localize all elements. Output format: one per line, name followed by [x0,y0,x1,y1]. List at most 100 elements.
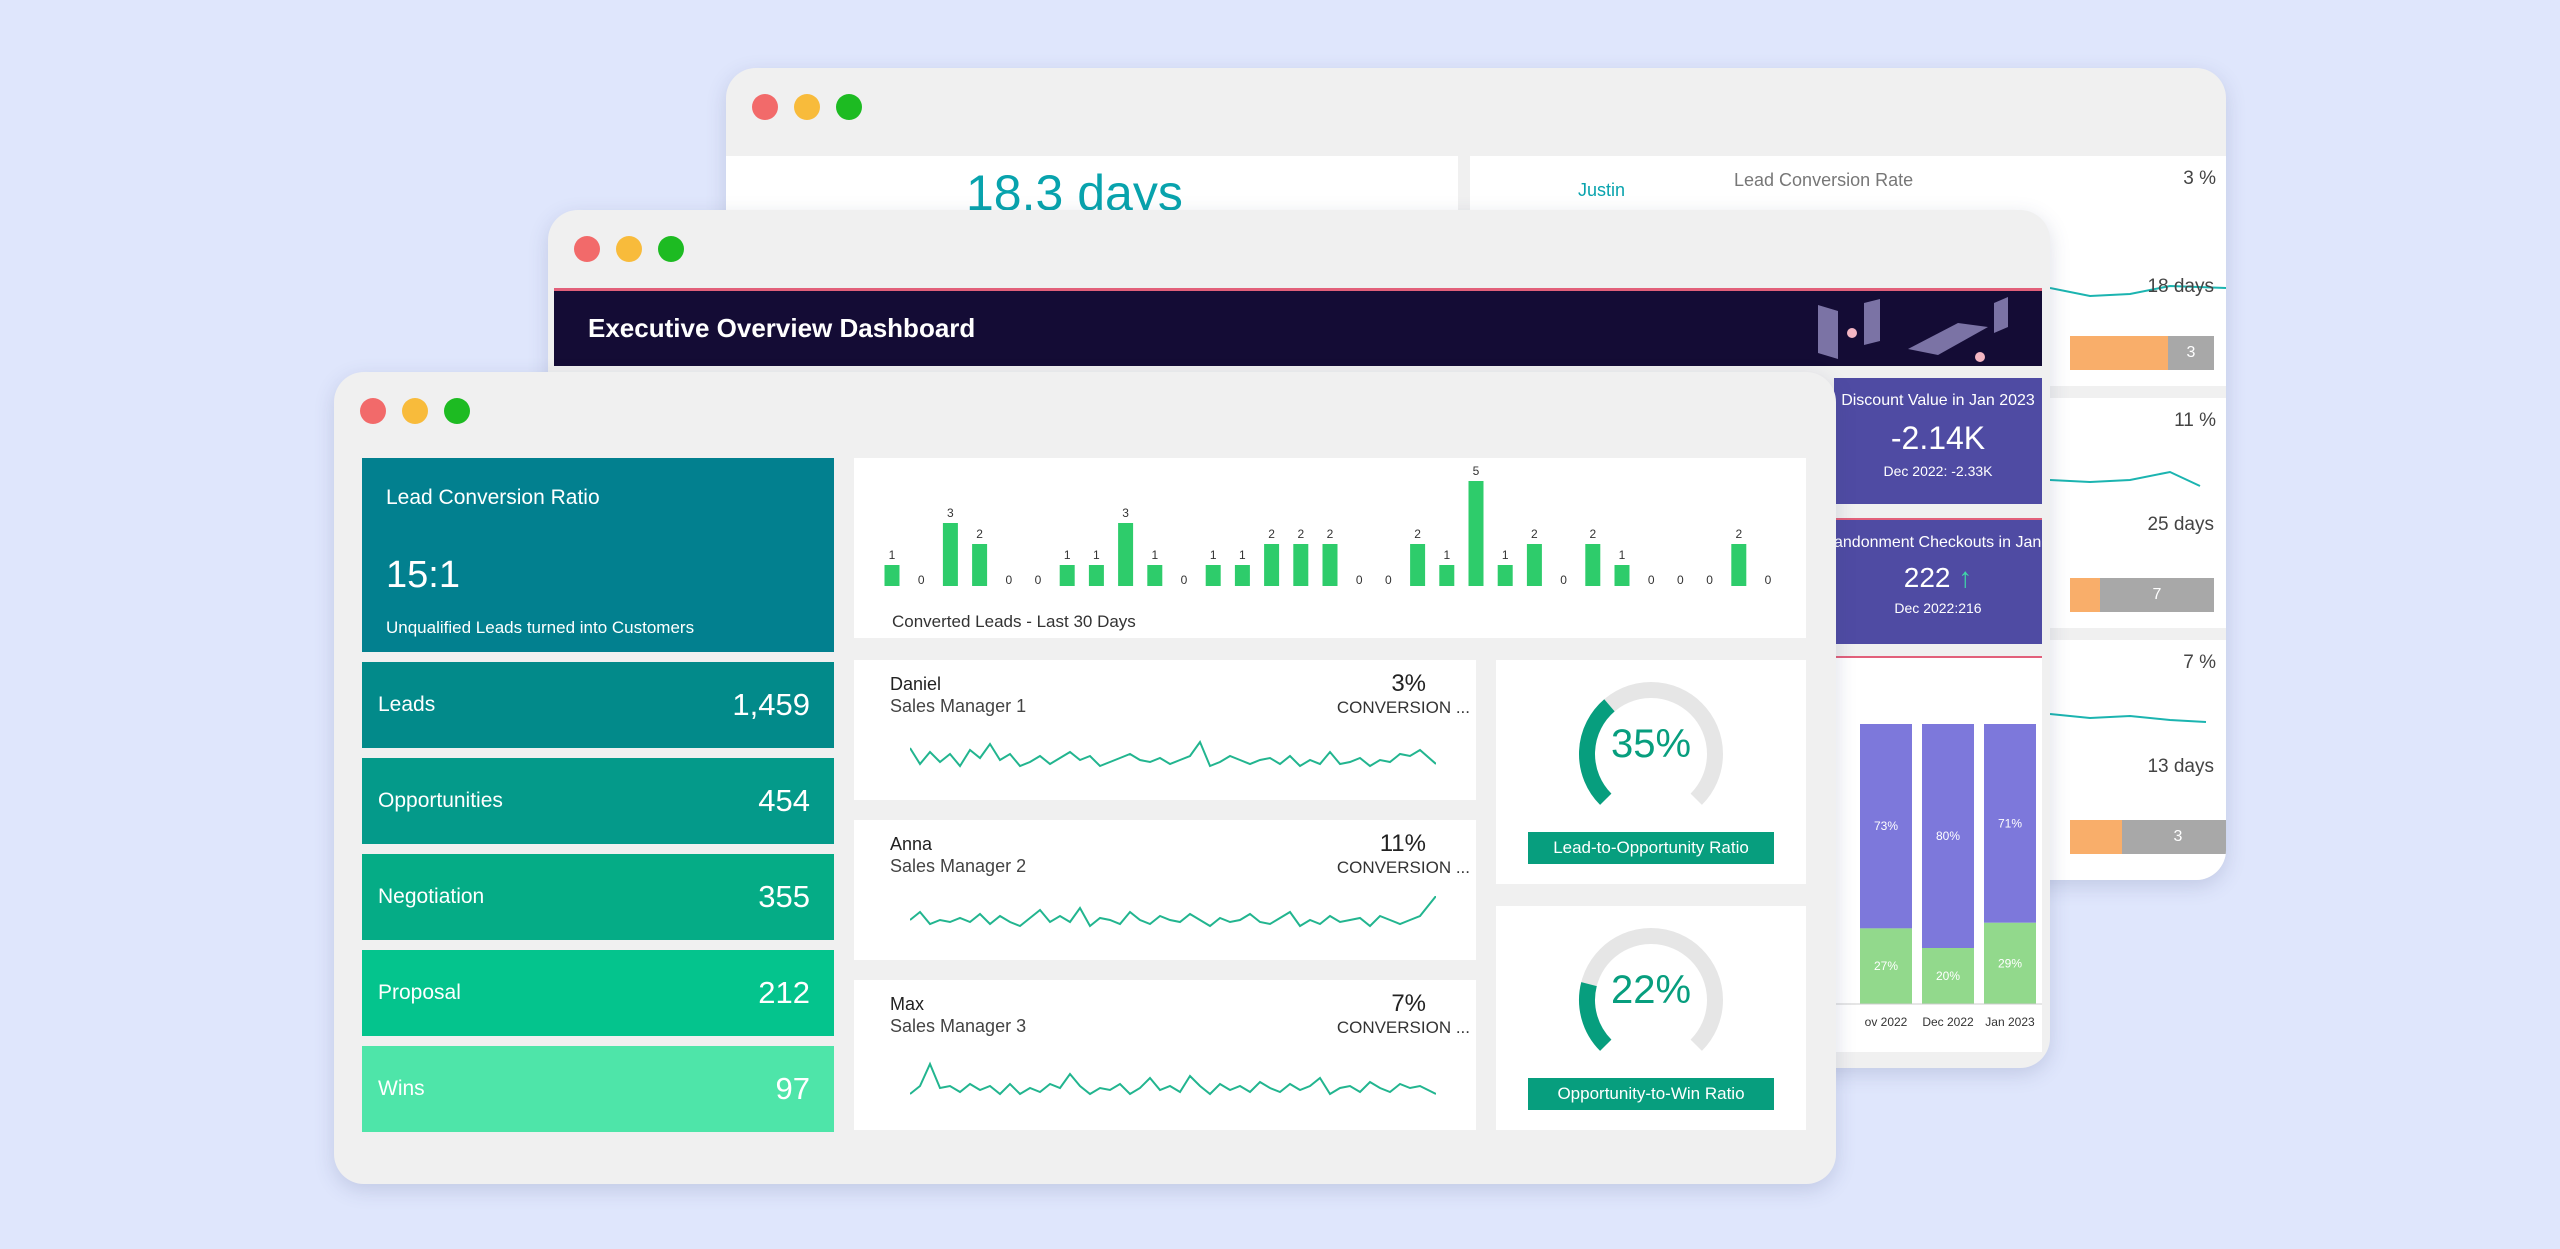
stacked-bar-segment[interactable] [1922,724,1974,948]
sales-rep-card-daniel[interactable]: Daniel Sales Manager 1 3% CONVERSION ... [854,660,1476,800]
stacked-bar-segment[interactable] [1984,922,2036,1004]
converted-leads-chart-panel: 1 0 3 2 0 0 1 1 3 1 0 1 1 2 2 2 0 0 2 1 5 1 2 0 2 1 0 0 0 2 0 Converte… [854,458,1806,638]
gauge-fill [1579,699,1615,805]
bar-segment-orange [2070,336,2168,370]
sales-rep-card-anna[interactable]: Anna Sales Manager 2 11% CONVERSION ... [854,820,1476,960]
stacked-bar-segment[interactable] [1922,948,1974,1004]
rep-pct: 7% [1391,990,1426,1017]
converted-leads-bar[interactable] [1614,565,1630,586]
converted-leads-bar[interactable] [1205,565,1221,586]
converted-leads-bar[interactable] [1118,523,1134,586]
abandon-kpi-card: andonment Checkouts in Jan 2023 222 ↑ De… [1834,518,2042,644]
trend-line [2050,470,2201,487]
bar-data-label: 1 [1210,548,1217,562]
converted-leads-bar[interactable] [1264,544,1280,586]
converted-leads-bar[interactable] [1731,544,1747,586]
opportunity-to-win-gauge-card: 22% Opportunity-to-Win Ratio [1496,906,1806,1130]
panel-title: Lead Conversion Rate [1734,170,1914,190]
row-days: 18 days [2147,276,2214,297]
rep-name: Justin [1578,180,1626,200]
bar-data-label: 1 [1064,548,1071,562]
funnel-opportunities[interactable]: Opportunities 454 [362,758,834,844]
bar-data-label: 1 [1443,548,1450,562]
stacked-bar-segment[interactable] [1860,724,1912,929]
funnel-value: 97 [775,1071,810,1106]
funnel-value: 454 [758,783,810,818]
rep-role: Sales Manager 2 [890,856,1027,876]
funnel-negotiation[interactable]: Negotiation 355 [362,854,834,940]
bar-segment-gray: 3 [2122,820,2226,854]
funnel-wins[interactable]: Wins 97 [362,1046,834,1132]
rep-name: Max [890,994,925,1014]
gauge-label: Lead-to-Opportunity Ratio [1528,832,1774,864]
row-days: 13 days [2147,756,2214,777]
converted-leads-bar[interactable] [1410,544,1426,586]
converted-leads-bar[interactable] [1468,481,1484,586]
maximize-dot[interactable] [658,236,684,262]
kpi-compare: Dec 2022: -2.33K [1883,463,1993,479]
converted-leads-bar[interactable] [972,544,988,586]
lead-conversion-card: Lead Conversion Ratio 15:1 Unqualified L… [362,458,834,652]
segment-label: 20% [1936,969,1960,983]
dashboard-title: Executive Overview Dashboard [588,313,976,343]
bar-data-label: 2 [1268,527,1275,541]
maximize-dot[interactable] [444,398,470,424]
rep-sparkline [910,1061,1436,1096]
bar-data-label: 1 [889,548,896,562]
funnel-proposal[interactable]: Proposal 212 [362,950,834,1036]
maximize-dot[interactable] [836,94,862,120]
segment-label: 80% [1936,829,1960,843]
bar-data-label: 0 [1765,573,1772,587]
minimize-dot[interactable] [616,236,642,262]
funnel-value: 212 [758,975,810,1010]
converted-leads-bar[interactable] [1497,565,1513,586]
converted-leads-bar[interactable] [1585,544,1601,586]
close-dot[interactable] [574,236,600,262]
minimize-dot[interactable] [794,94,820,120]
bar-data-label: 0 [918,573,925,587]
converted-leads-bar[interactable] [884,565,900,586]
bar-data-label: 0 [1035,573,1042,587]
close-dot[interactable] [360,398,386,424]
kpi-value: -2.14K [1890,420,1986,456]
converted-leads-bar[interactable] [1293,544,1309,586]
bar-data-label: 0 [1385,573,1392,587]
bar-segment-orange [2070,578,2100,612]
sales-rep-card-max[interactable]: Max Sales Manager 3 7% CONVERSION ... [854,980,1476,1130]
row-pct: 3 % [2183,168,2216,189]
converted-leads-bar[interactable] [1234,565,1250,586]
rep-pct: 3% [1391,670,1426,697]
kpi-compare: Dec 2022:216 [1894,600,1982,616]
bar-data-label: 0 [1648,573,1655,587]
row-days: 25 days [2147,514,2214,535]
funnel-label: Opportunities [378,789,503,812]
discount-kpi-card: Discount Value in Jan 2023 -2.14K Dec 20… [1834,378,2042,504]
bar-data-label: 3 [1122,506,1129,520]
bar-segment-orange [2070,820,2122,854]
converted-leads-bar[interactable] [1439,565,1455,586]
rep-role: Sales Manager 3 [890,1016,1027,1036]
converted-leads-bar[interactable] [942,523,958,586]
funnel-leads[interactable]: Leads 1,459 [362,662,834,748]
converted-leads-bar[interactable] [1059,565,1075,586]
bar-data-label: 1 [1151,548,1158,562]
minimize-dot[interactable] [402,398,428,424]
lcr-value: 15:1 [386,554,460,596]
bar-data-label: 1 [1093,548,1100,562]
bar-data-label: 2 [1735,527,1742,541]
stacked-bar-segment[interactable] [1984,724,2036,923]
stacked-bar-segment[interactable] [1860,928,1912,1004]
lead-to-opportunity-gauge [1579,682,1723,805]
bar-segment-gray: 7 [2100,578,2214,612]
dashboard-header: Executive Overview Dashboard [554,288,2042,366]
bar-data-label: 0 [1677,573,1684,587]
close-dot[interactable] [752,94,778,120]
bar-data-label: 5 [1473,464,1480,478]
arrow-up-icon: ↑ [1958,562,1973,593]
converted-leads-bar[interactable] [1526,544,1542,586]
rep-sparkline [910,896,1436,928]
converted-leads-bar[interactable] [1147,565,1163,586]
converted-leads-bar[interactable] [1322,544,1338,586]
converted-leads-bar[interactable] [1088,565,1104,586]
rep-conversion-label: CONVERSION ... [1336,698,1470,717]
